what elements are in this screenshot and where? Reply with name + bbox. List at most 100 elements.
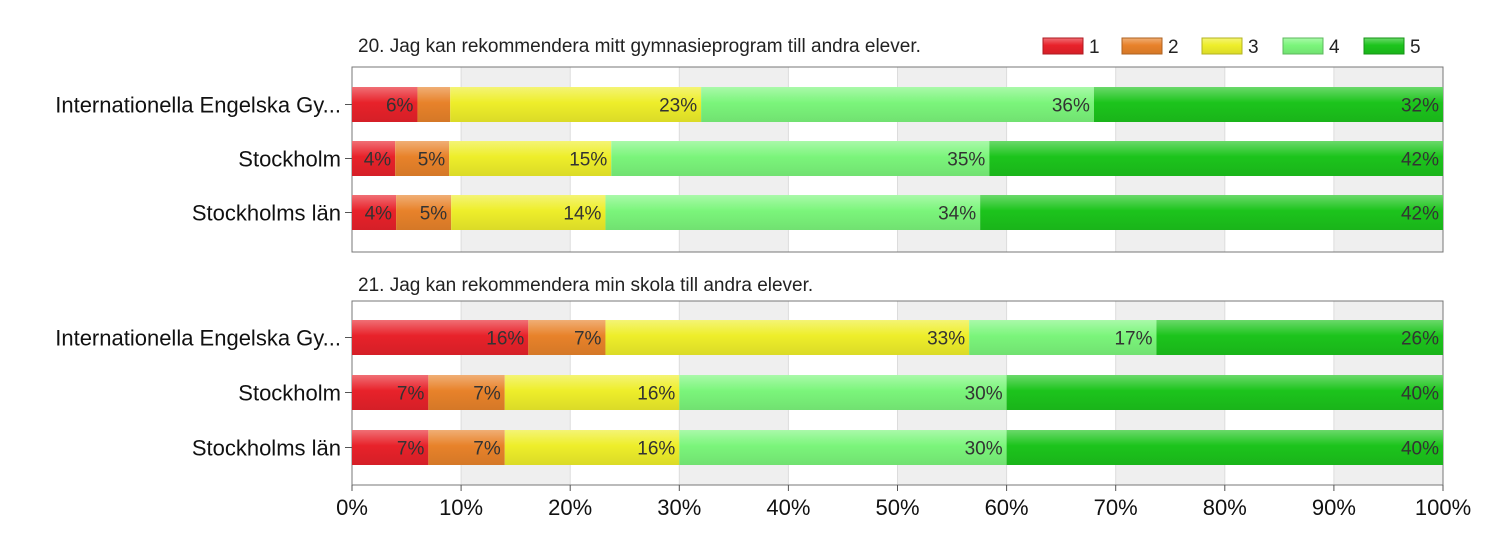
bar-segment xyxy=(396,195,452,230)
data-label: 4% xyxy=(365,204,393,225)
bar-segment xyxy=(1006,375,1443,410)
data-label: 26% xyxy=(1401,329,1439,350)
x-tick-label: 40% xyxy=(766,495,810,520)
bar-row: Internationella Engelska Gy... 16% 7% 33% 17… xyxy=(55,320,1443,355)
bar-segment xyxy=(605,320,970,355)
category-label: Internationella Engelska Gy... xyxy=(55,326,341,351)
legend-item: 1 xyxy=(1042,37,1100,58)
legend-item: 5 xyxy=(1363,37,1421,58)
category-label: Stockholms län xyxy=(192,436,341,461)
bar-segment xyxy=(504,430,680,465)
legend-swatch xyxy=(1121,37,1163,55)
bar-segment xyxy=(450,87,702,122)
category-label: Internationella Engelska Gy... xyxy=(55,93,341,118)
bar-row: Stockholms län 7% 7% 16% 30% 40% xyxy=(192,430,1443,465)
data-label: 16% xyxy=(486,329,524,350)
x-axis: 0% 10% 20% 30% 40% 50% 60% 70% 80% 90% 100% xyxy=(336,485,1471,520)
bar-segment xyxy=(701,87,1094,122)
data-label: 16% xyxy=(637,384,675,405)
data-label: 14% xyxy=(563,204,601,225)
data-label: 34% xyxy=(938,204,976,225)
bar-segment xyxy=(969,320,1157,355)
data-label: 23% xyxy=(659,96,697,117)
bar-segment xyxy=(980,195,1443,230)
bar-segment xyxy=(395,141,450,176)
chart-title: 21. Jag kan rekommendera min skola till … xyxy=(358,275,813,296)
bar-segment xyxy=(989,141,1443,176)
data-label: 30% xyxy=(965,384,1003,405)
legend-swatch xyxy=(1201,37,1243,55)
data-label: 16% xyxy=(637,439,675,460)
category-label: Stockholm xyxy=(238,147,341,172)
legend-label: 1 xyxy=(1089,37,1100,58)
data-label: 5% xyxy=(420,204,448,225)
data-label: 33% xyxy=(927,329,965,350)
bar-segment xyxy=(352,375,429,410)
bar-row: Internationella Engelska Gy... 6% 23% 36% 32… xyxy=(55,87,1443,122)
bar-segment xyxy=(504,375,680,410)
data-label: 42% xyxy=(1401,150,1439,171)
bar-segment xyxy=(417,87,451,122)
bar-segment xyxy=(528,320,606,355)
data-label: 17% xyxy=(1114,329,1152,350)
legend-item: 2 xyxy=(1121,37,1179,58)
data-label: 30% xyxy=(965,439,1003,460)
bar-segment xyxy=(679,430,1007,465)
bar-segment xyxy=(352,141,396,176)
category-label: Stockholms län xyxy=(192,201,341,226)
bar-segment xyxy=(428,375,505,410)
legend-item: 4 xyxy=(1282,37,1340,58)
bar-segment xyxy=(679,375,1007,410)
x-tick-label: 30% xyxy=(657,495,701,520)
legend-item: 3 xyxy=(1201,37,1259,58)
category-label: Stockholm xyxy=(238,381,341,406)
data-label: 7% xyxy=(397,439,425,460)
bar-segment xyxy=(1093,87,1443,122)
legend-label: 4 xyxy=(1329,37,1340,58)
legend-swatch xyxy=(1282,37,1324,55)
x-tick-label: 20% xyxy=(548,495,592,520)
legend-swatch xyxy=(1042,37,1084,55)
x-tick-label: 90% xyxy=(1312,495,1356,520)
legend-label: 5 xyxy=(1410,37,1421,58)
data-label: 6% xyxy=(386,96,414,117)
legend-label: 2 xyxy=(1168,37,1179,58)
x-tick-label: 100% xyxy=(1415,495,1471,520)
chart-title: 20. Jag kan rekommendera mitt gymnasiepr… xyxy=(358,36,921,57)
data-label: 7% xyxy=(473,384,501,405)
data-label: 32% xyxy=(1401,96,1439,117)
bar-segment xyxy=(352,195,397,230)
bar-row: Stockholm 4% 5% 15% 35% 42% xyxy=(238,141,1443,176)
legend: 1 2 3 4 5 xyxy=(1042,37,1421,58)
data-label: 35% xyxy=(947,150,985,171)
x-tick-label: 70% xyxy=(1094,495,1138,520)
legend-swatch xyxy=(1363,37,1405,55)
x-tick-label: 80% xyxy=(1203,495,1247,520)
x-tick-label: 10% xyxy=(439,495,483,520)
bar-segment xyxy=(449,141,612,176)
data-label: 7% xyxy=(473,439,501,460)
bar-segment xyxy=(352,320,529,355)
x-tick-label: 50% xyxy=(875,495,919,520)
data-label: 7% xyxy=(397,384,425,405)
chart-panel-1: 20. Jag kan rekommendera mitt gymnasiepr… xyxy=(55,36,1444,253)
bar-segment xyxy=(605,195,981,230)
bar-segment xyxy=(352,87,418,122)
x-tick-label: 0% xyxy=(336,495,368,520)
data-label: 42% xyxy=(1401,204,1439,225)
bar-segment xyxy=(451,195,606,230)
data-label: 40% xyxy=(1401,384,1439,405)
x-tick-label: 60% xyxy=(985,495,1029,520)
data-label: 15% xyxy=(569,150,607,171)
bar-row: Stockholm 7% 7% 16% 30% 40% xyxy=(238,375,1443,410)
data-label: 4% xyxy=(364,150,392,171)
bar-segment xyxy=(428,430,505,465)
data-label: 40% xyxy=(1401,439,1439,460)
bar-segment xyxy=(1156,320,1443,355)
data-label: 36% xyxy=(1052,96,1090,117)
bar-segment xyxy=(352,430,429,465)
legend-label: 3 xyxy=(1248,37,1259,58)
data-label: 5% xyxy=(418,150,446,171)
data-label: 7% xyxy=(574,329,602,350)
